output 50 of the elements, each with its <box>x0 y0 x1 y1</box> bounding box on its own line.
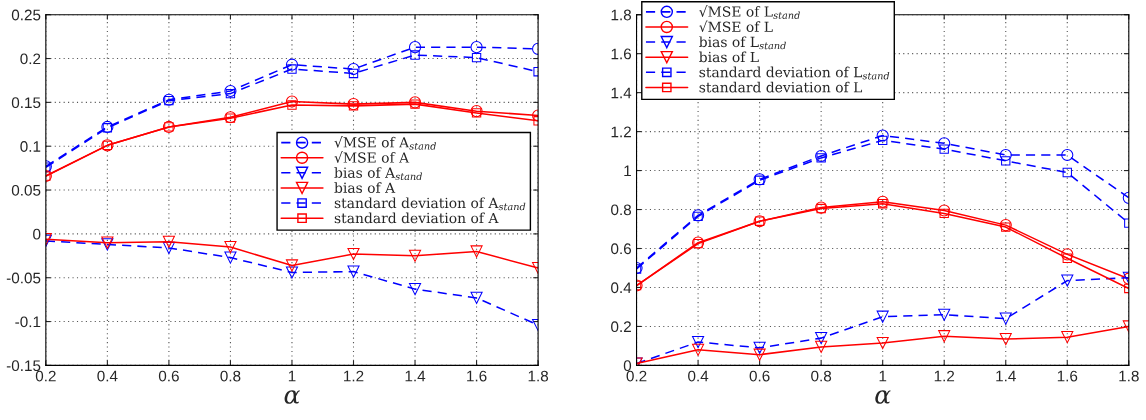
legend-label: standard deviation of L <box>699 81 863 93</box>
y-tick-label: -0.05 <box>6 272 41 284</box>
y-tick-label: -0.1 <box>15 316 41 328</box>
legend-label: standard deviation of L$_{stand}$ <box>699 66 890 80</box>
legend-label: bias of A$_{stand}$ <box>334 167 423 181</box>
y-tick-label: 0.15 <box>11 97 41 109</box>
x-tick-label: 1 <box>879 370 887 382</box>
x-axis-title: α <box>875 390 891 404</box>
x-tick-label: 1.6 <box>1057 370 1078 382</box>
x-tick-label: 0.6 <box>749 370 770 382</box>
y-tick-label: 0.2 <box>20 53 41 65</box>
legend-label: √MSE of L$_{stand}$ <box>699 5 800 19</box>
x-tick-label: 0.4 <box>97 370 118 382</box>
x-tick-label: 1.8 <box>1119 370 1139 382</box>
y-tick-label: 0 <box>623 360 632 372</box>
y-tick-label: -0.15 <box>6 360 41 372</box>
legend-label: standard deviation of A <box>334 212 499 224</box>
y-tick-label: 0.1 <box>20 141 41 152</box>
x-tick-label: 0.2 <box>35 370 56 382</box>
legend-label: standard deviation of A$_{stand}$ <box>334 197 526 211</box>
y-tick-label: 0.4 <box>611 282 632 294</box>
x-tick-label: 1.4 <box>996 370 1016 382</box>
y-tick-label: 1.8 <box>611 9 632 21</box>
y-tick-label: 1.6 <box>611 48 632 60</box>
y-tick-label: 0.8 <box>611 204 632 216</box>
legend-label: √MSE of L <box>699 20 773 33</box>
x-tick-label: 1.6 <box>467 370 487 382</box>
x-tick-label: 1.2 <box>344 370 364 382</box>
y-tick-label: 1.2 <box>611 126 631 138</box>
x-tick-label: 1.8 <box>528 370 549 382</box>
x-tick-label: 1.2 <box>934 370 955 382</box>
y-tick-label: 0.2 <box>611 321 631 333</box>
x-axis-title: α <box>284 390 300 404</box>
y-tick-label: 1 <box>624 165 631 177</box>
x-tick-label: 0.8 <box>811 370 832 382</box>
legend-label: √MSE of A <box>334 151 410 163</box>
y-tick-label: 0.25 <box>11 9 41 21</box>
x-tick-label: 0.8 <box>220 370 241 382</box>
x-tick-label: 1 <box>288 370 296 382</box>
legend-label: bias of A <box>334 182 396 194</box>
x-tick-label: 0.4 <box>688 370 709 382</box>
x-tick-label: 0.6 <box>158 370 179 382</box>
x-tick-label: 1.4 <box>405 370 426 382</box>
y-tick-label: 0.05 <box>11 184 41 196</box>
y-tick-label: 1.4 <box>611 87 632 99</box>
legend-label: √MSE of A$_{stand}$ <box>334 136 437 150</box>
legend-label: bias of L <box>699 51 759 63</box>
legend-label: bias of L$_{stand}$ <box>699 36 786 50</box>
y-tick-label: 0 <box>33 228 41 240</box>
y-tick-label: 0.6 <box>611 243 632 255</box>
